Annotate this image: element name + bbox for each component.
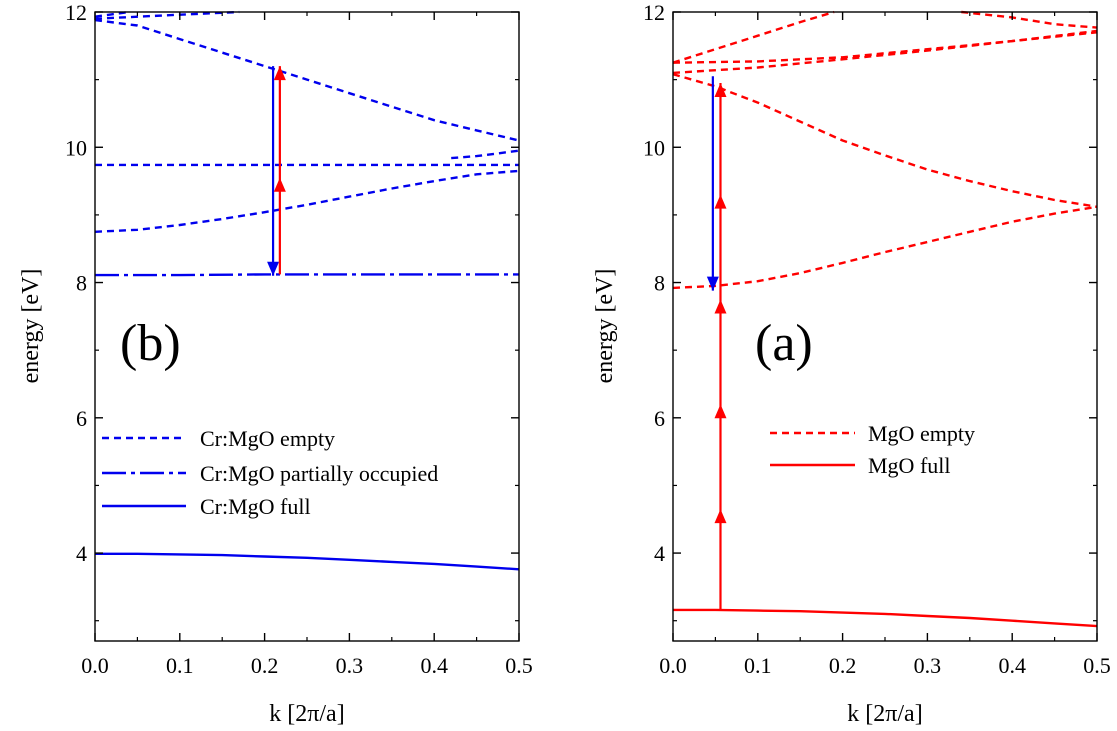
band-line-dashed-4	[672, 10, 835, 64]
y-tick-label: 4	[654, 541, 665, 566]
legend-label: MgO full	[868, 453, 951, 478]
transition-arrowhead	[706, 276, 719, 291]
band-line-solid-7	[95, 552, 520, 571]
band-line-dashed-2	[94, 18, 520, 142]
panel-label: (a)	[755, 315, 813, 372]
transition-arrowhead	[273, 177, 286, 192]
y-axis-label: energy [eV]	[592, 269, 618, 384]
x-axis-label: k [2π/a]	[269, 701, 344, 727]
band-line-dashed-3	[672, 29, 1098, 64]
x-tick-label: 0.2	[251, 653, 279, 678]
band-line-solid-6	[673, 608, 1098, 628]
x-tick-label: 0.5	[505, 653, 533, 678]
band-line-dashed-1	[672, 73, 1098, 208]
band-line-dashdot-6	[95, 273, 519, 277]
band-line-dashed-0	[94, 169, 520, 233]
band-line-dashed-0	[672, 205, 1098, 290]
x-tick-label: 0.2	[829, 653, 857, 678]
transition-arrowhead	[714, 83, 727, 98]
transition-arrowhead	[267, 261, 280, 276]
x-tick-label: 0.1	[166, 653, 194, 678]
y-tick-label: 12	[643, 0, 665, 25]
legend-label: MgO empty	[868, 421, 975, 446]
transition-arrowhead	[273, 66, 286, 81]
x-tick-label: 0.4	[998, 653, 1026, 678]
y-tick-label: 6	[654, 406, 665, 431]
x-tick-label: 0.0	[659, 653, 687, 678]
transition-arrowhead	[714, 194, 727, 209]
y-tick-label: 10	[643, 135, 665, 160]
transition-arrowhead	[714, 404, 727, 419]
plot-frame	[672, 11, 1098, 642]
transition-arrowhead	[714, 299, 727, 314]
band-line-dashed-3	[94, 10, 240, 20]
band-line-dashed-5	[961, 10, 1098, 29]
y-tick-label: 8	[654, 271, 665, 296]
legend-label: Cr:MgO empty	[200, 426, 335, 451]
x-tick-label: 0.3	[336, 653, 364, 678]
panel-b: 0.0 0.1 0.2 0.3 0.4 0.5 4 6 8 10 12 (b) k [2π/a] e…	[18, 0, 533, 727]
y-tick-label: 8	[76, 271, 87, 296]
y-tick-label: 4	[76, 541, 87, 566]
band-line-dashed-5	[451, 149, 520, 160]
y-tick-label: 10	[65, 135, 87, 160]
legend-label: Cr:MgO full	[200, 494, 311, 519]
x-axis-label: k [2π/a]	[847, 701, 922, 727]
y-tick-label: 6	[76, 406, 87, 431]
x-tick-label: 0.5	[1083, 653, 1111, 678]
y-axis-label: energy [eV]	[18, 269, 44, 384]
panel-a: 0.0 0.1 0.2 0.3 0.4 0.5 4 6 8 10 12 (a) k [2π/a] e…	[592, 0, 1111, 727]
transition-arrowhead	[714, 509, 727, 524]
panel-label: (b)	[120, 315, 181, 372]
band-line-dashed-4	[94, 10, 130, 18]
legend: Cr:MgO empty Cr:MgO partially occupied C…	[102, 426, 438, 519]
x-tick-label: 0.4	[420, 653, 448, 678]
legend: MgO empty MgO full	[770, 421, 975, 478]
x-tick-label: 0.1	[744, 653, 772, 678]
y-tick-label: 12	[65, 0, 87, 25]
x-tick-label: 0.3	[914, 653, 942, 678]
legend-label: Cr:MgO partially occupied	[200, 461, 438, 486]
x-tick-label: 0.0	[81, 653, 109, 678]
